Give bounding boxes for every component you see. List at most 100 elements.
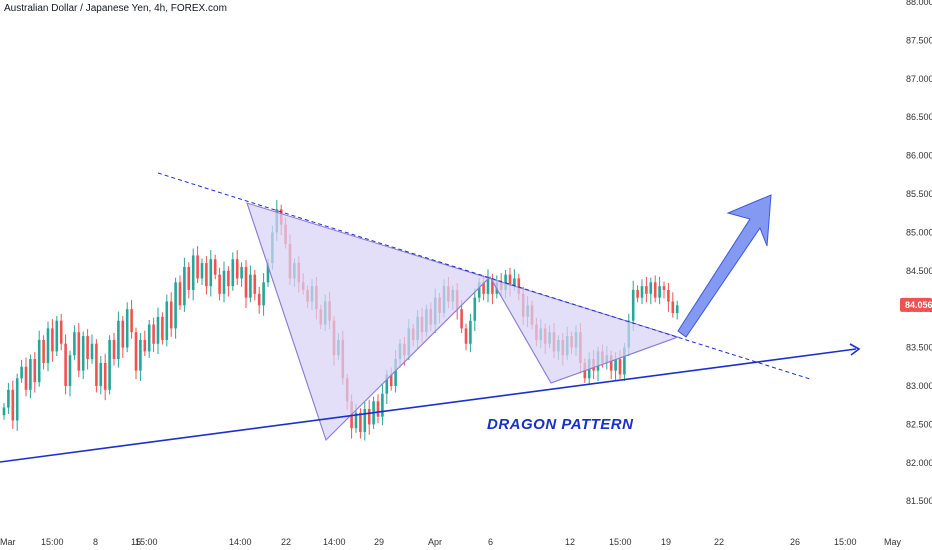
candle-body	[513, 278, 516, 287]
candle-body	[671, 301, 675, 314]
candle-body	[249, 274, 252, 298]
descending-trendline	[157, 172, 811, 380]
candle-body	[653, 282, 657, 298]
time-tick-label: Apr	[428, 537, 442, 547]
candle	[209, 250, 213, 297]
candle-body	[37, 339, 41, 383]
candle	[68, 350, 72, 397]
candle-body	[240, 266, 243, 279]
candle-body	[631, 289, 635, 321]
candle	[359, 408, 362, 439]
candle	[183, 257, 186, 312]
candle-body	[99, 362, 103, 386]
time-tick-label: 15:00	[41, 537, 64, 547]
candle	[139, 332, 142, 381]
candle-body	[42, 339, 45, 363]
candle	[130, 299, 133, 339]
candle	[662, 281, 666, 299]
candle	[77, 322, 81, 378]
candle	[103, 353, 107, 401]
candle	[640, 279, 644, 305]
candle-body	[183, 266, 186, 306]
candle-body	[152, 324, 155, 344]
candle	[249, 265, 252, 303]
price-tick-label: 87.500	[906, 35, 932, 45]
candle	[227, 266, 230, 297]
candle	[240, 262, 243, 287]
candle	[147, 319, 151, 358]
candle-body	[90, 343, 94, 360]
candle	[464, 323, 468, 351]
candle-body	[658, 286, 661, 298]
candle-body	[218, 274, 221, 294]
candle	[134, 327, 138, 380]
candle-body	[86, 336, 89, 360]
candle	[169, 292, 173, 337]
candle	[51, 319, 54, 362]
candle	[59, 313, 63, 351]
candle	[152, 317, 155, 353]
candle-body	[609, 355, 613, 371]
candle	[37, 330, 41, 387]
time-tick-label: 26	[790, 537, 800, 547]
candle-body	[486, 278, 490, 294]
candle-body	[662, 286, 666, 290]
candle	[187, 262, 191, 299]
candle-body	[235, 259, 239, 279]
candle-body	[20, 366, 23, 379]
candle-body	[623, 347, 626, 375]
candle-body	[517, 278, 521, 294]
time-tick-label: 29	[374, 537, 384, 547]
candle-body	[385, 374, 389, 394]
time-tick-label: 15	[131, 537, 141, 547]
price-tick-label: 82.000	[906, 458, 932, 468]
candle-body	[257, 293, 261, 306]
price-tick-label: 88.000	[906, 0, 932, 7]
price-tick-label: 83.000	[906, 381, 932, 391]
candle-body	[169, 301, 173, 329]
candle-body	[130, 309, 133, 333]
time-tick-label: 22	[281, 537, 291, 547]
candle-body	[460, 309, 463, 329]
time-tick-label: 14:00	[323, 537, 346, 547]
candle	[675, 300, 679, 320]
candle-body	[469, 320, 472, 344]
candle	[161, 312, 164, 345]
candle-body	[2, 407, 6, 416]
candle-body	[262, 282, 265, 306]
candle	[649, 277, 653, 305]
candle-body	[191, 255, 195, 290]
candle-body	[376, 401, 380, 417]
candle-body	[143, 339, 147, 352]
candle	[486, 269, 490, 303]
price-tick-label: 86.000	[906, 151, 932, 161]
candle	[46, 321, 50, 372]
candle	[645, 276, 648, 303]
candle-body	[165, 301, 169, 340]
candle-body	[491, 278, 494, 294]
time-tick-label: 15:00	[834, 537, 857, 547]
candle	[11, 380, 15, 429]
candle	[636, 285, 639, 303]
candle	[253, 270, 257, 301]
candle	[24, 357, 28, 397]
time-tick-label: 22	[714, 537, 724, 547]
candle-body	[55, 320, 59, 352]
candle	[143, 330, 147, 357]
candle	[178, 275, 182, 310]
time-tick-label: Mar	[0, 537, 16, 547]
time-tick-label: 12	[565, 537, 575, 547]
candle-body	[139, 339, 142, 371]
candle-body	[46, 328, 50, 363]
candle	[376, 394, 380, 424]
support-trendline	[0, 348, 857, 463]
candle-body	[253, 274, 257, 294]
candle-body	[64, 343, 67, 386]
candle-body	[367, 409, 371, 425]
candle-body	[121, 320, 125, 348]
candle-body	[11, 389, 15, 421]
dragon-pattern-outline	[246, 202, 679, 441]
candle	[473, 288, 477, 332]
candle	[42, 335, 45, 370]
